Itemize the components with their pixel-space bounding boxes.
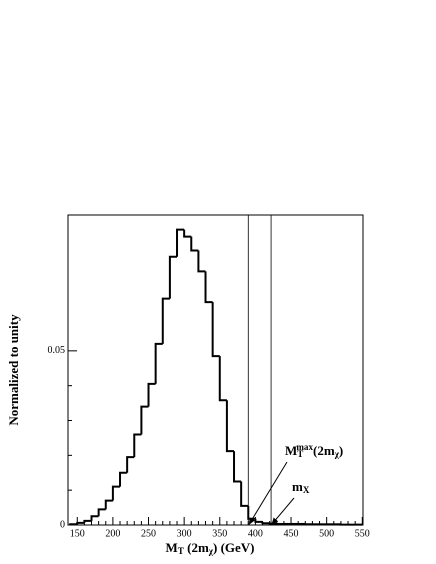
annotation: MTmax(2mχ): [285, 442, 343, 459]
label-part: T: [297, 449, 303, 459]
annotation-arrow: [248, 461, 288, 525]
histogram-bin: [154, 342, 163, 384]
y-axis-label: Normalized to unity: [6, 314, 21, 426]
histogram-bin: [168, 255, 178, 299]
label-part: X: [303, 485, 310, 495]
label-part: m: [292, 479, 303, 494]
x-tick-label: 250: [141, 528, 156, 539]
label-part: χ: [334, 449, 340, 459]
label-part: M: [166, 540, 178, 555]
histogram-bin: [133, 433, 142, 458]
histogram-bin: [190, 236, 199, 252]
x-tick-label: 300: [177, 528, 192, 539]
histogram-bin: [76, 521, 85, 525]
label-part: ) (GeV): [213, 540, 255, 555]
histogram-bin: [176, 228, 185, 257]
histogram-bin: [69, 523, 78, 526]
histogram-bin: [183, 229, 192, 238]
annotation: mX: [292, 479, 310, 495]
histogram-bin: [261, 521, 270, 525]
annotation-arrow: [271, 497, 295, 525]
histogram-bin: [218, 356, 227, 402]
histogram-bin: [225, 400, 235, 453]
histogram-bin: [104, 499, 113, 510]
x-tick-label: 500: [319, 528, 334, 539]
x-tick-label: 350: [212, 528, 227, 539]
histogram-bin: [204, 271, 213, 304]
histogram-bin: [140, 405, 149, 435]
label-part: T: [178, 546, 184, 556]
x-tick-label: 450: [284, 528, 299, 539]
histogram-bin: [147, 382, 156, 407]
label-part: ): [339, 443, 343, 458]
label-part: χ: [208, 546, 214, 556]
y-tick-label: 0.05: [48, 345, 66, 356]
histogram-bin: [161, 297, 170, 344]
histogram-bin: [119, 471, 128, 487]
x-tick-label: 550: [355, 528, 370, 539]
x-tick-label: 150: [70, 528, 85, 539]
x-tick-label: 200: [105, 528, 120, 539]
x-tick-label: 400: [248, 528, 263, 539]
histogram-bin: [254, 518, 263, 523]
histogram-bin: [233, 451, 242, 483]
histogram-bin: [240, 481, 249, 507]
histogram-bin: [211, 302, 220, 358]
label-part: (2m: [313, 443, 335, 458]
label-part: (2m: [184, 540, 209, 555]
x-axis-label: MT (2mχ) (GeV): [166, 540, 255, 556]
y-tick-label: 0: [60, 519, 65, 530]
plot-frame: [67, 214, 364, 526]
histogram-bin: [83, 519, 92, 523]
label-part: M: [285, 443, 297, 458]
histogram-bin: [97, 508, 106, 517]
histogram-bin: [111, 485, 121, 501]
histogram-bin: [197, 250, 206, 273]
histogram-bin: [126, 456, 135, 473]
histogram-bin: [90, 515, 99, 521]
label-part: max: [296, 442, 313, 452]
histogram-bin: [247, 505, 256, 520]
